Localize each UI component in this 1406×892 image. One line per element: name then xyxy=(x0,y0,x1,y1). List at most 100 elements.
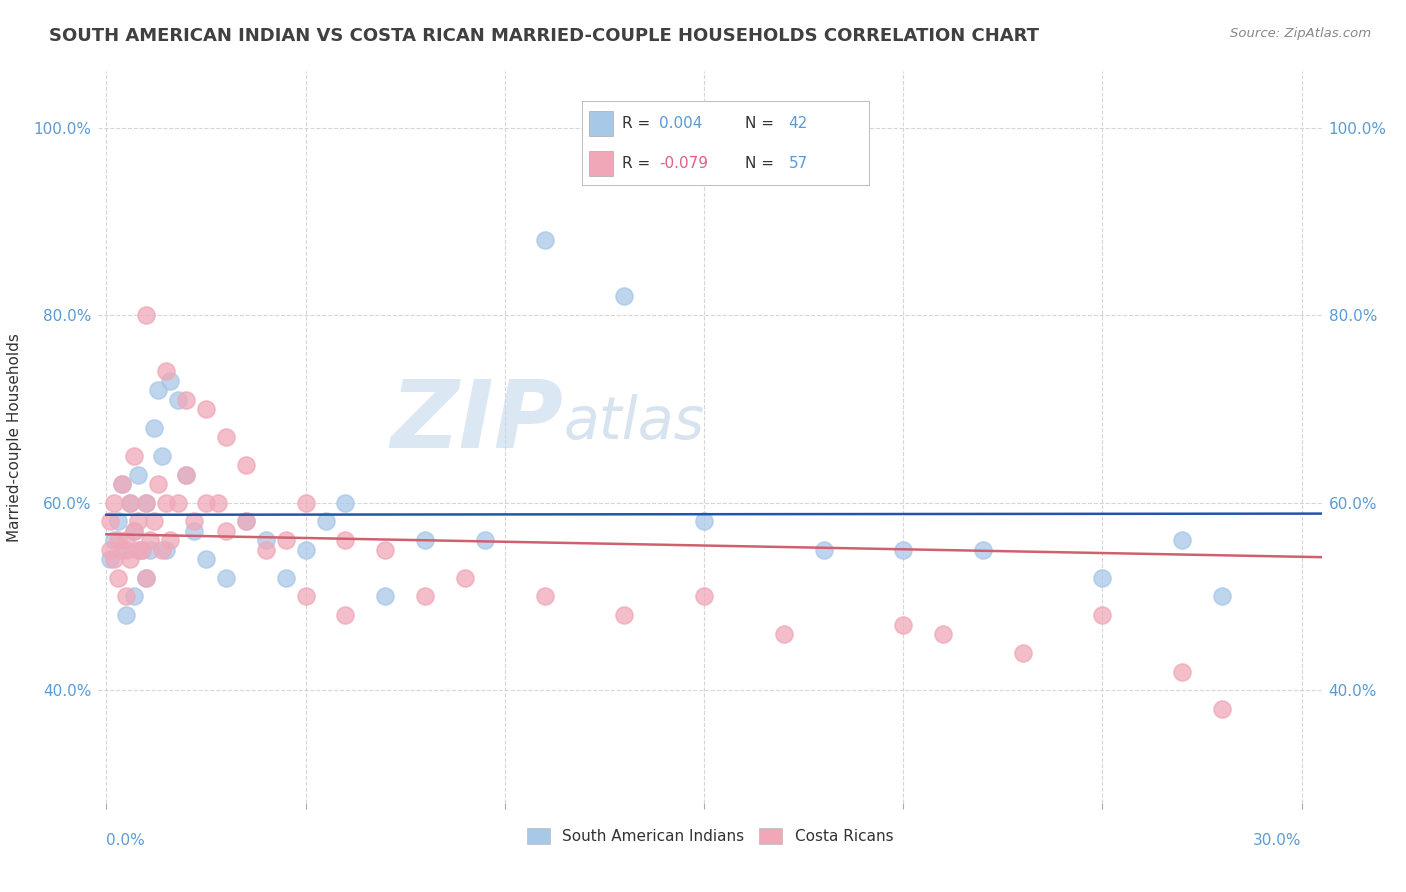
Point xyxy=(115,533,138,548)
Point xyxy=(294,496,316,510)
Point xyxy=(972,542,994,557)
Point xyxy=(127,467,149,482)
Point xyxy=(533,233,555,247)
Point xyxy=(148,383,170,397)
Point xyxy=(120,496,142,510)
Point xyxy=(120,552,142,566)
Point xyxy=(127,542,149,557)
Point xyxy=(135,571,157,585)
Point xyxy=(254,542,277,557)
Legend: South American Indians, Costa Ricans: South American Indians, Costa Ricans xyxy=(520,822,900,850)
Point xyxy=(139,542,162,557)
Point xyxy=(150,542,173,557)
Point xyxy=(215,571,238,585)
Point xyxy=(107,533,129,548)
Point xyxy=(1211,590,1233,604)
Point xyxy=(1091,608,1114,623)
Point xyxy=(195,552,218,566)
Point xyxy=(159,374,181,388)
Point xyxy=(124,524,146,538)
Text: Source: ZipAtlas.com: Source: ZipAtlas.com xyxy=(1230,27,1371,40)
Point xyxy=(413,590,436,604)
Point xyxy=(374,590,396,604)
Text: SOUTH AMERICAN INDIAN VS COSTA RICAN MARRIED-COUPLE HOUSEHOLDS CORRELATION CHART: SOUTH AMERICAN INDIAN VS COSTA RICAN MAR… xyxy=(49,27,1039,45)
Point xyxy=(111,542,134,557)
Point xyxy=(135,571,157,585)
Point xyxy=(111,477,134,491)
Point xyxy=(155,364,177,378)
Point xyxy=(891,617,914,632)
Point xyxy=(100,515,122,529)
Point xyxy=(183,515,205,529)
Point xyxy=(335,608,357,623)
Point xyxy=(533,590,555,604)
Point xyxy=(135,308,157,322)
Point xyxy=(772,627,794,641)
Point xyxy=(111,477,134,491)
Point xyxy=(613,608,636,623)
Point xyxy=(135,496,157,510)
Point xyxy=(1091,571,1114,585)
Point xyxy=(183,524,205,538)
Point xyxy=(103,496,125,510)
Point xyxy=(148,477,170,491)
Point xyxy=(167,496,190,510)
Point xyxy=(1171,665,1194,679)
Text: atlas: atlas xyxy=(564,394,704,451)
Point xyxy=(235,515,257,529)
Point xyxy=(813,542,835,557)
Point xyxy=(613,289,636,303)
Point xyxy=(693,590,716,604)
Text: ZIP: ZIP xyxy=(391,376,564,468)
Point xyxy=(131,542,153,557)
Point xyxy=(100,552,122,566)
Point xyxy=(1011,646,1033,660)
Point xyxy=(207,496,229,510)
Point xyxy=(100,542,122,557)
Point xyxy=(115,590,138,604)
Point xyxy=(195,496,218,510)
Point xyxy=(693,515,716,529)
Point xyxy=(167,392,190,407)
Point xyxy=(159,533,181,548)
Point xyxy=(891,542,914,557)
Point xyxy=(124,449,146,463)
Point xyxy=(155,496,177,510)
Point xyxy=(1211,702,1233,716)
Point xyxy=(174,467,197,482)
Point xyxy=(215,430,238,444)
Point xyxy=(413,533,436,548)
Point xyxy=(235,515,257,529)
Point xyxy=(127,515,149,529)
Text: 30.0%: 30.0% xyxy=(1253,833,1302,848)
Point xyxy=(143,420,166,434)
Point xyxy=(150,449,173,463)
Point xyxy=(124,524,146,538)
Point xyxy=(103,552,125,566)
Point xyxy=(131,542,153,557)
Point xyxy=(454,571,477,585)
Point xyxy=(124,590,146,604)
Point xyxy=(374,542,396,557)
Point xyxy=(274,533,297,548)
Point xyxy=(115,608,138,623)
Point xyxy=(335,496,357,510)
Point xyxy=(235,458,257,473)
Point xyxy=(143,515,166,529)
Point xyxy=(474,533,496,548)
Point xyxy=(174,392,197,407)
Point xyxy=(120,496,142,510)
Point xyxy=(254,533,277,548)
Point xyxy=(135,496,157,510)
Point xyxy=(215,524,238,538)
Point xyxy=(932,627,955,641)
Point xyxy=(294,590,316,604)
Point xyxy=(139,533,162,548)
Point xyxy=(195,401,218,416)
Y-axis label: Married-couple Households: Married-couple Households xyxy=(7,333,22,541)
Point xyxy=(115,542,138,557)
Point xyxy=(103,533,125,548)
Point xyxy=(107,571,129,585)
Point xyxy=(294,542,316,557)
Text: 0.0%: 0.0% xyxy=(107,833,145,848)
